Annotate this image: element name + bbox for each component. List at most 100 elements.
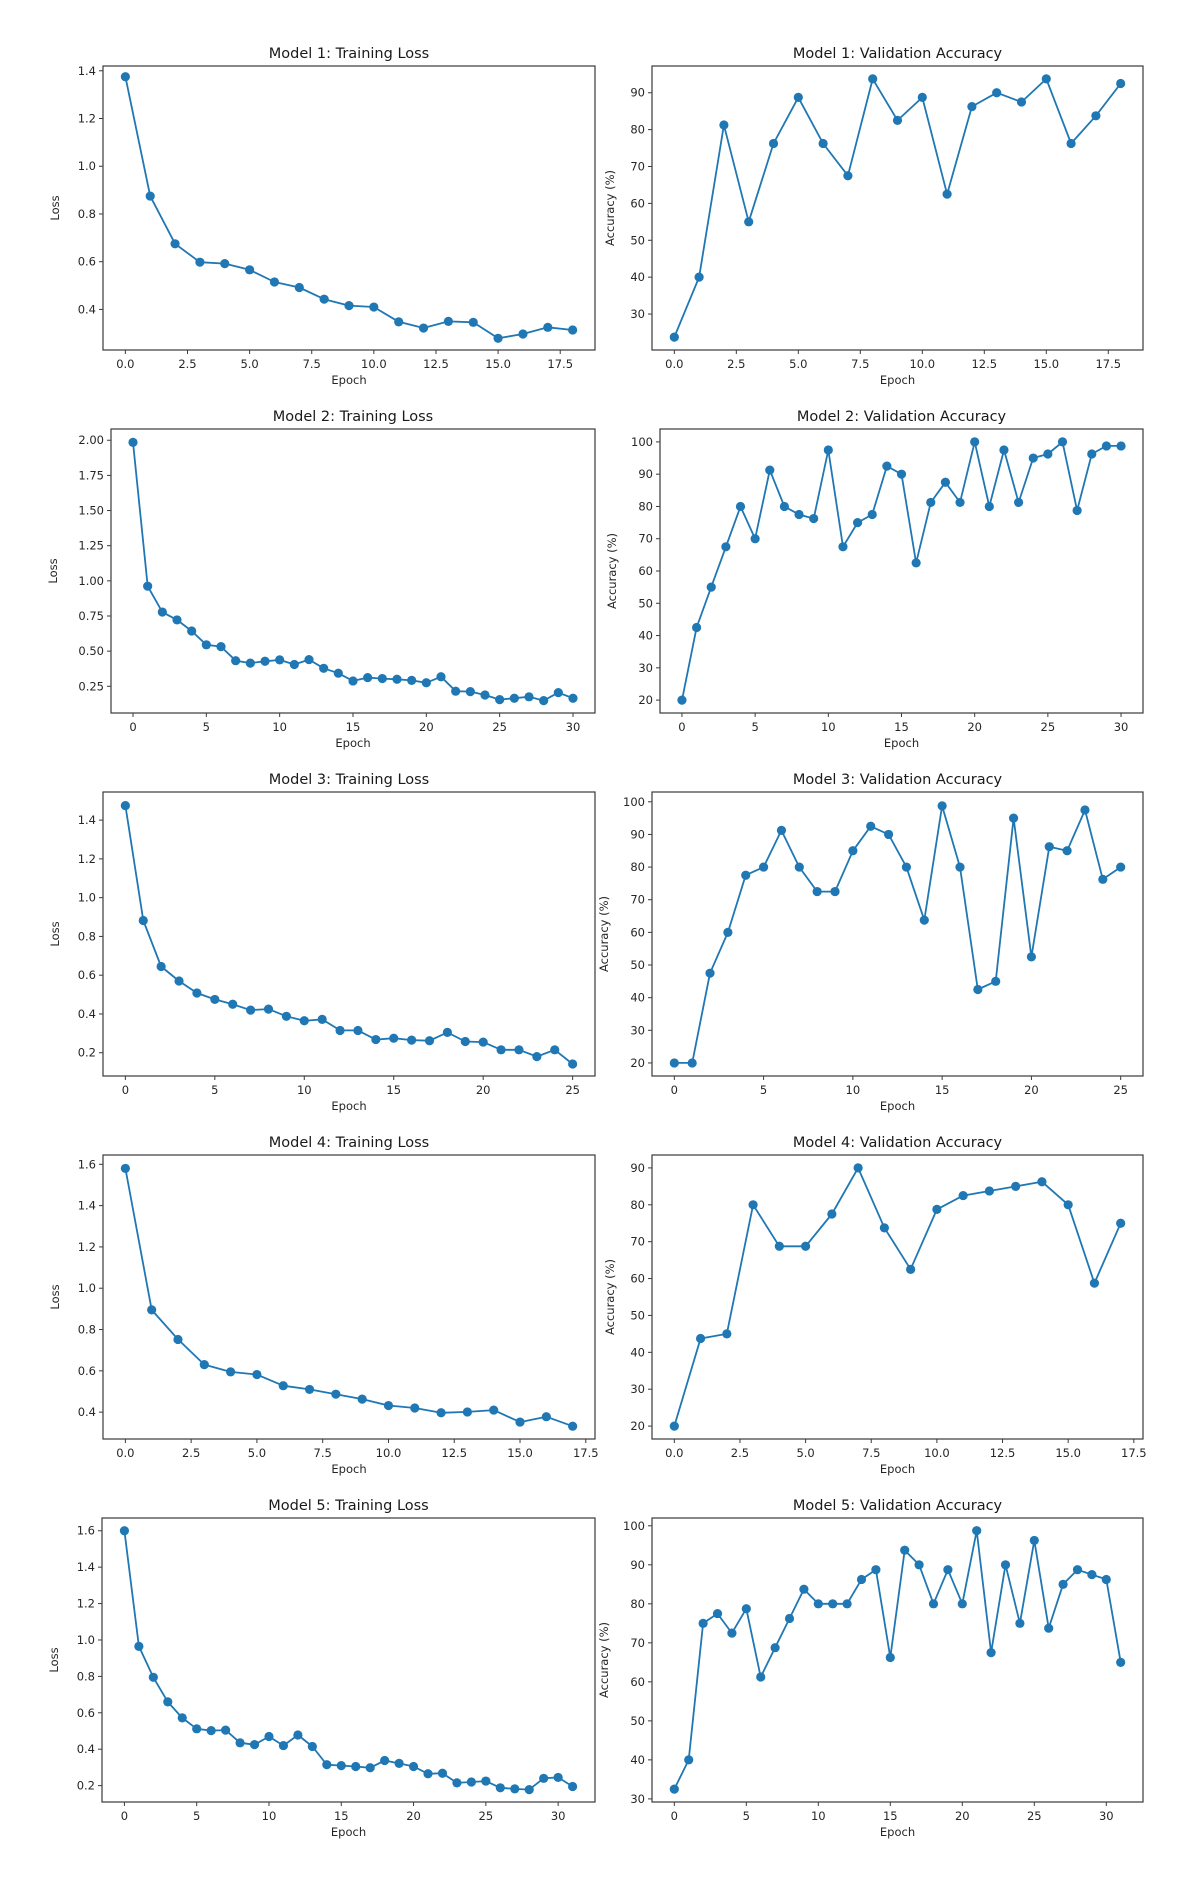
data-point [380,1755,390,1766]
data-point [495,695,505,705]
data-point [1028,453,1038,463]
data-point [712,1608,723,1619]
y-tick-label: 40 [630,1753,645,1767]
data-point [984,501,994,512]
x-tick-label: 25 [492,720,507,734]
x-axis-label: Epoch [331,373,366,387]
y-tick-label: 90 [630,1558,645,1572]
y-axis-label: Loss [48,921,62,946]
x-tick-label: 2.5 [178,357,196,371]
data-point [481,1776,491,1786]
data-point [281,1011,291,1021]
x-axis-label: Epoch [880,1099,915,1113]
data-point [163,1697,173,1707]
x-tick-label: 20 [955,1809,970,1823]
data-point [1116,1218,1126,1228]
data-point [389,1033,399,1043]
data-point [509,693,519,703]
x-tick-label: 2.5 [727,357,745,371]
data-point [410,1403,420,1413]
data-point [687,1058,697,1068]
chart-title: Model 1: Validation Accuracy [793,46,1003,62]
data-point [119,1526,130,1536]
data-point [371,1034,381,1045]
data-point [776,825,787,835]
y-tick-label: 80 [630,860,645,874]
y-tick-label: 1.50 [78,504,104,518]
data-point [830,886,840,897]
y-tick-label: 0.6 [78,255,96,269]
data-point [344,301,354,311]
data-point [319,294,329,304]
data-point [818,138,828,149]
x-tick-label: 10.0 [376,1446,402,1460]
data-point [348,676,358,686]
axes-frame [651,791,1144,1077]
data-point [408,1761,419,1772]
data-point [669,1421,679,1431]
data-point [799,1584,809,1594]
data-point [721,542,731,552]
data-point [407,1035,417,1045]
data-point [669,1058,679,1068]
y-tick-label: 1.4 [78,813,96,827]
data-point [793,92,803,102]
data-point [695,1333,706,1344]
data-point [460,1036,470,1047]
x-tick-label: 17.5 [1121,1446,1147,1460]
data-point [768,138,779,149]
y-tick-label: 1.0 [78,891,96,905]
y-tick-label: 50 [630,233,645,247]
data-point [128,437,138,447]
data-point [260,656,270,666]
data-point [199,1360,209,1370]
data-point [669,332,679,342]
x-tick-label: 15 [386,1083,401,1097]
chart-title: Model 3: Validation Accuracy [793,772,1003,788]
data-point [452,1778,462,1788]
data-point [383,1400,394,1411]
data-point [246,1005,256,1015]
y-tick-label: 1.2 [78,112,96,126]
y-tick-label: 1.6 [77,1524,95,1538]
y-tick-label: 20 [630,1056,645,1070]
data-point [228,999,238,1009]
y-tick-label: 1.4 [77,1560,95,1574]
x-tick-label: 15.0 [1033,357,1059,371]
data-point [784,1613,795,1624]
data-point [970,437,980,447]
data-point [986,1647,996,1658]
y-axis-label: Accuracy (%) [603,1259,617,1335]
data-point [496,1045,506,1055]
data-point [333,668,343,678]
data-point [436,672,446,682]
data-point [1016,97,1027,107]
x-tick-label: 5 [211,1083,218,1097]
data-point [524,692,534,702]
y-axis-label: Accuracy (%) [603,170,617,246]
data-point [1058,1579,1068,1589]
x-tick-label: 0.0 [116,1446,134,1460]
data-point [812,886,822,897]
data-point [462,1407,472,1417]
data-point [437,1768,448,1778]
x-tick-label: 30 [551,1809,566,1823]
data-point [669,1784,679,1794]
x-tick-label: 0 [671,1809,678,1823]
chart-title: Model 2: Validation Accuracy [797,409,1007,425]
data-point [827,1209,837,1219]
x-tick-label: 20 [1024,1083,1039,1097]
y-tick-label: 70 [638,532,653,546]
x-tick-label: 2.5 [182,1446,200,1460]
x-tick-label: 15.0 [507,1446,533,1460]
y-tick-label: 0.4 [78,1007,96,1021]
data-point [871,1565,881,1575]
y-tick-label: 40 [630,1345,645,1359]
data-point [758,862,769,872]
axes-frame [102,65,596,351]
x-tick-label: 10 [297,1083,312,1097]
y-tick-label: 50 [630,1308,645,1322]
data-point [510,1784,520,1794]
y-tick-label: 70 [630,1235,645,1249]
data-point [138,915,148,926]
